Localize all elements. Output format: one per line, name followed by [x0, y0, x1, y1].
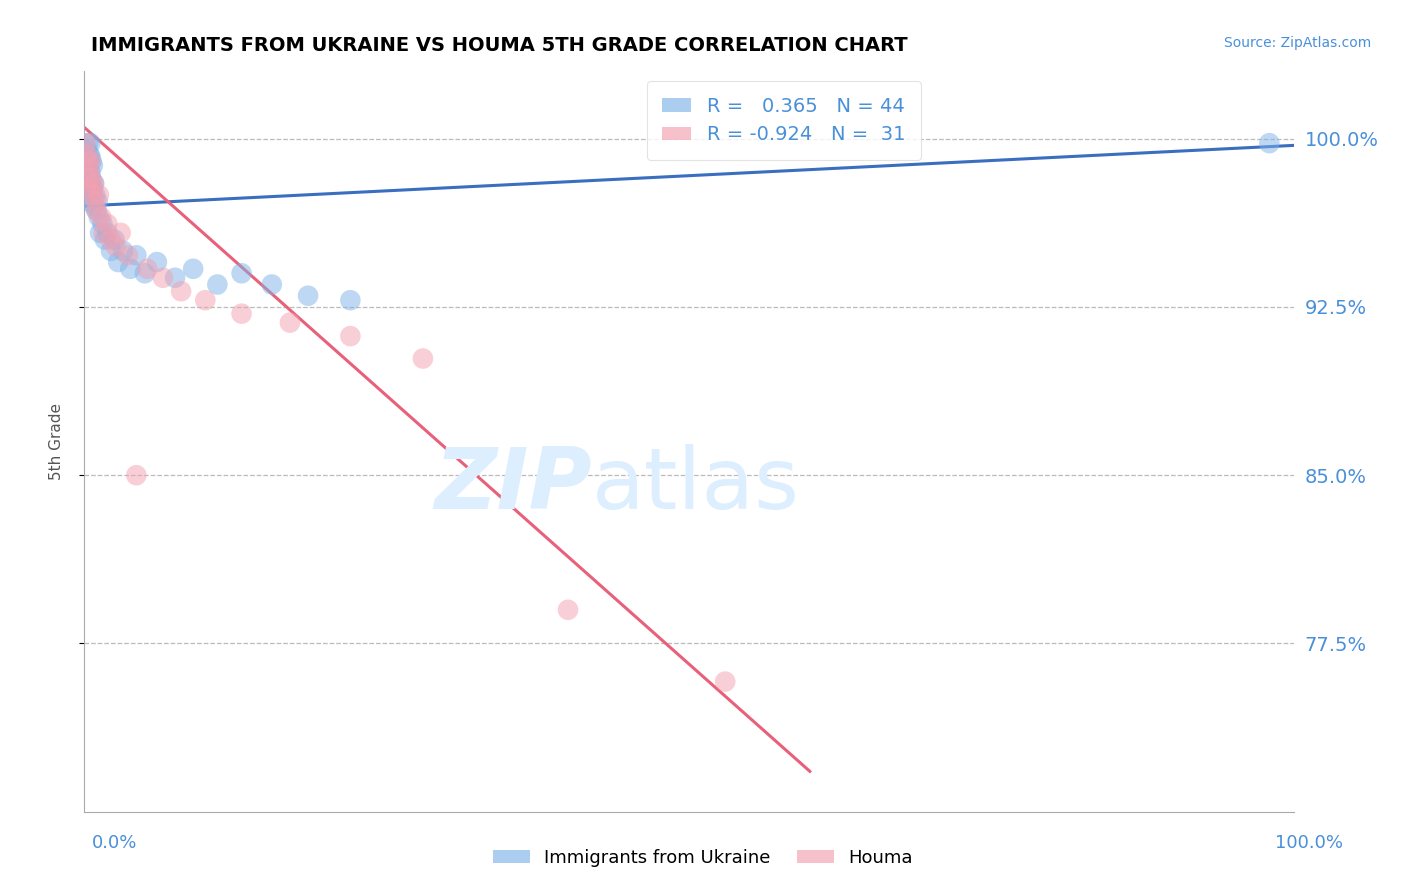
- Point: [112, 244, 135, 258]
- Point: [79, 165, 101, 179]
- Point: [100, 233, 122, 247]
- Point: [297, 289, 319, 303]
- Point: [96, 226, 118, 240]
- Point: [181, 261, 204, 276]
- Point: [82, 187, 104, 202]
- Point: [80, 154, 103, 169]
- Point: [79, 150, 101, 164]
- Point: [194, 293, 217, 308]
- Text: 100.0%: 100.0%: [1275, 834, 1343, 852]
- Point: [77, 154, 100, 169]
- Point: [93, 226, 115, 240]
- Point: [104, 233, 127, 247]
- Point: [110, 226, 132, 240]
- Point: [125, 248, 148, 262]
- Point: [79, 136, 101, 150]
- Text: ZIP: ZIP: [434, 444, 592, 527]
- Point: [231, 307, 253, 321]
- Point: [76, 147, 98, 161]
- Point: [94, 233, 117, 247]
- Point: [87, 187, 110, 202]
- Point: [120, 261, 142, 276]
- Point: [83, 199, 105, 213]
- Point: [77, 172, 100, 186]
- Point: [260, 277, 283, 292]
- Point: [86, 203, 108, 218]
- Point: [207, 277, 229, 292]
- Point: [80, 172, 103, 186]
- Point: [339, 293, 361, 308]
- Text: atlas: atlas: [592, 444, 800, 527]
- Point: [84, 187, 107, 202]
- Point: [77, 136, 100, 150]
- Legend: R =   0.365   N = 44, R = -0.924   N =  31: R = 0.365 N = 44, R = -0.924 N = 31: [647, 81, 921, 160]
- Point: [86, 203, 108, 218]
- Y-axis label: 5th Grade: 5th Grade: [49, 403, 63, 480]
- Point: [79, 181, 101, 195]
- Point: [96, 217, 118, 231]
- Point: [82, 159, 104, 173]
- Point: [1258, 136, 1281, 150]
- Point: [77, 147, 100, 161]
- Point: [83, 177, 105, 191]
- Point: [77, 172, 100, 186]
- Legend: Immigrants from Ukraine, Houma: Immigrants from Ukraine, Houma: [486, 842, 920, 874]
- Point: [80, 181, 103, 195]
- Point: [77, 161, 100, 175]
- Point: [80, 187, 103, 202]
- Point: [107, 255, 129, 269]
- Point: [125, 468, 148, 483]
- Point: [77, 181, 100, 195]
- Point: [136, 261, 159, 276]
- Point: [134, 266, 156, 280]
- Point: [82, 181, 104, 195]
- Point: [83, 177, 105, 191]
- Point: [91, 217, 114, 231]
- Point: [278, 316, 301, 330]
- Point: [89, 226, 111, 240]
- Point: [76, 165, 98, 179]
- Point: [557, 603, 579, 617]
- Point: [117, 248, 139, 262]
- Point: [75, 154, 97, 169]
- Point: [100, 244, 122, 258]
- Point: [84, 194, 107, 209]
- Text: Source: ZipAtlas.com: Source: ZipAtlas.com: [1223, 36, 1371, 50]
- Point: [170, 284, 193, 298]
- Point: [152, 270, 174, 285]
- Point: [79, 154, 101, 169]
- Point: [231, 266, 253, 280]
- Point: [87, 210, 110, 224]
- Text: IMMIGRANTS FROM UKRAINE VS HOUMA 5TH GRADE CORRELATION CHART: IMMIGRANTS FROM UKRAINE VS HOUMA 5TH GRA…: [91, 36, 908, 54]
- Point: [146, 255, 169, 269]
- Point: [79, 169, 101, 184]
- Point: [104, 239, 127, 253]
- Point: [90, 210, 112, 224]
- Text: 0.0%: 0.0%: [91, 834, 136, 852]
- Point: [77, 159, 100, 173]
- Point: [75, 136, 97, 150]
- Point: [76, 143, 98, 157]
- Point: [714, 674, 737, 689]
- Point: [412, 351, 434, 366]
- Point: [165, 270, 187, 285]
- Point: [86, 194, 108, 209]
- Point: [339, 329, 361, 343]
- Point: [79, 194, 101, 209]
